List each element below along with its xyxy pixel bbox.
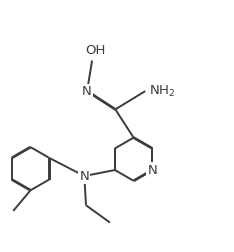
Text: N: N xyxy=(82,85,92,98)
Text: N: N xyxy=(80,170,89,182)
Text: OH: OH xyxy=(85,44,106,56)
Text: NH$_2$: NH$_2$ xyxy=(149,84,176,99)
Text: N: N xyxy=(147,164,157,177)
